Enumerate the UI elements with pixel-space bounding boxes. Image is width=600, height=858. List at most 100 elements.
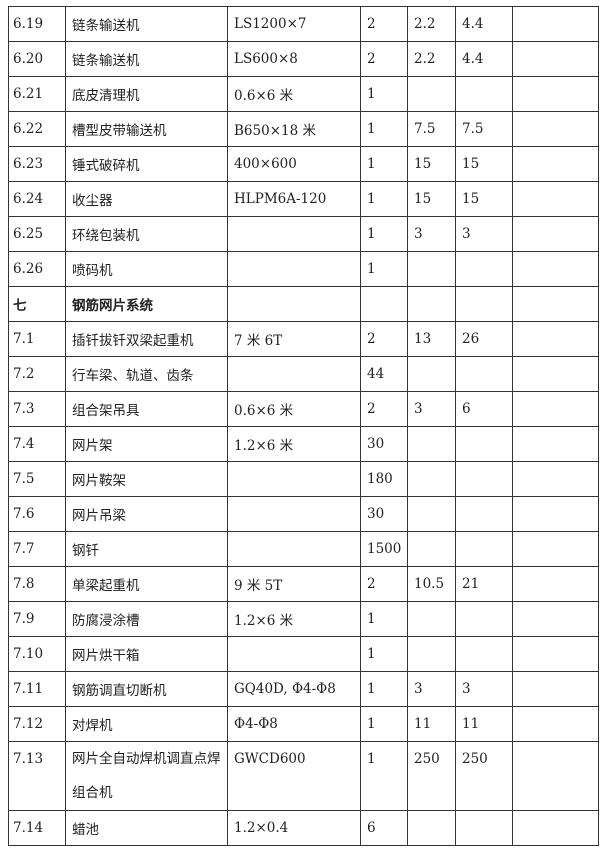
cell-qty: 2: [360, 6, 408, 42]
cell-no: 7.6: [8, 496, 66, 532]
cell-note: [512, 6, 599, 42]
cell-qty: 1: [360, 636, 408, 672]
cell-note: [512, 181, 599, 217]
cell-spec: 7 米 6T: [227, 321, 361, 357]
cell-qty: 6: [360, 810, 408, 846]
cell-no: 7.2: [8, 356, 66, 392]
cell-name: 对焊机: [65, 706, 228, 742]
cell-name: 链条输送机: [65, 41, 228, 77]
cell-no: 6.20: [8, 41, 66, 77]
cell-name: 网片鞍架: [65, 461, 228, 497]
cell-unit-power: [407, 636, 456, 672]
cell-qty: 1: [360, 181, 408, 217]
cell-spec: 400×600: [227, 146, 361, 182]
cell-spec: 1.2×6 米: [227, 426, 361, 462]
cell-note: [512, 496, 599, 532]
cell-spec: [227, 286, 361, 322]
table-row: 6.25 环绕包装机 1 3 3: [8, 216, 599, 252]
cell-qty: 1: [360, 111, 408, 147]
cell-no: 7.9: [8, 601, 66, 637]
cell-spec: 1.2×0.4: [227, 810, 361, 846]
cell-unit-power: 13: [407, 321, 456, 357]
cell-no: 7.1: [8, 321, 66, 357]
equipment-table: 6.19 链条输送机 LS1200×7 2 2.2 4.4 6.20 链条输送机 LS600×8…: [8, 6, 599, 846]
table-row: 7.14 蜡池 1.2×0.4 6: [8, 810, 599, 846]
table-row: 6.19 链条输送机 LS1200×7 2 2.2 4.4: [8, 6, 599, 42]
cell-unit-power: [407, 531, 456, 567]
cell-qty: 1: [360, 251, 408, 287]
cell-unit-power: [407, 461, 456, 497]
cell-spec: [227, 531, 361, 567]
cell-total-power: [455, 496, 513, 532]
cell-spec: [227, 251, 361, 287]
cell-unit-power: 11: [407, 706, 456, 742]
cell-unit-power: [407, 356, 456, 392]
cell-unit-power: 15: [407, 181, 456, 217]
cell-no: 7.14: [8, 810, 66, 846]
cell-total-power: 3: [455, 216, 513, 252]
table-row: 6.20 链条输送机 LS600×8 2 2.2 4.4: [8, 41, 599, 77]
cell-note: [512, 356, 599, 392]
cell-note: [512, 601, 599, 637]
cell-total-power: 4.4: [455, 41, 513, 77]
cell-total-power: [455, 356, 513, 392]
cell-no: 7.3: [8, 391, 66, 427]
cell-unit-power: 3: [407, 216, 456, 252]
cell-name: 网片烘干箱: [65, 636, 228, 672]
cell-total-power: [455, 601, 513, 637]
table-row: 6.22 槽型皮带输送机 B650×18 米 1 7.5 7.5: [8, 111, 599, 147]
cell-spec: [227, 356, 361, 392]
cell-unit-power: 2.2: [407, 41, 456, 77]
cell-no: 6.25: [8, 216, 66, 252]
cell-spec: [227, 496, 361, 532]
cell-no: 7.13: [8, 741, 66, 811]
cell-note: [512, 566, 599, 602]
cell-note: [512, 741, 599, 811]
cell-unit-power: [407, 426, 456, 462]
cell-name: 网片架: [65, 426, 228, 462]
cell-note: [512, 636, 599, 672]
cell-spec: HLPM6A-120: [227, 181, 361, 217]
cell-qty: 30: [360, 426, 408, 462]
cell-unit-power: 250: [407, 741, 456, 811]
cell-no: 七: [8, 286, 66, 322]
cell-total-power: 7.5: [455, 111, 513, 147]
cell-unit-power: [407, 496, 456, 532]
cell-total-power: 6: [455, 391, 513, 427]
cell-total-power: [455, 426, 513, 462]
cell-note: [512, 391, 599, 427]
cell-spec: LS1200×7: [227, 6, 361, 42]
cell-total-power: 11: [455, 706, 513, 742]
cell-qty: [360, 286, 408, 322]
cell-no: 7.8: [8, 566, 66, 602]
cell-note: [512, 461, 599, 497]
table-row: 7.10 网片烘干箱 1: [8, 636, 599, 672]
cell-total-power: 250: [455, 741, 513, 811]
cell-name: 喷码机: [65, 251, 228, 287]
cell-note: [512, 671, 599, 707]
cell-total-power: [455, 461, 513, 497]
cell-spec: Φ4-Φ8: [227, 706, 361, 742]
cell-note: [512, 76, 599, 112]
section-row: 七钢筋网片系统: [8, 286, 599, 322]
cell-spec: 9 米 5T: [227, 566, 361, 602]
cell-note: [512, 41, 599, 77]
cell-qty: 1: [360, 741, 408, 811]
cell-spec: [227, 636, 361, 672]
cell-no: 7.12: [8, 706, 66, 742]
cell-name: 网片全自动焊机调直点焊组合机: [65, 741, 228, 811]
cell-note: [512, 321, 599, 357]
cell-total-power: 21: [455, 566, 513, 602]
cell-spec: B650×18 米: [227, 111, 361, 147]
cell-qty: 2: [360, 321, 408, 357]
cell-name: 蜡池: [65, 810, 228, 846]
cell-note: [512, 146, 599, 182]
cell-name: 单梁起重机: [65, 566, 228, 602]
cell-total-power: [455, 251, 513, 287]
table-row: 7.5 网片鞍架 180: [8, 461, 599, 497]
table-row: 7.7 钢钎 1500: [8, 531, 599, 567]
cell-name: 链条输送机: [65, 6, 228, 42]
